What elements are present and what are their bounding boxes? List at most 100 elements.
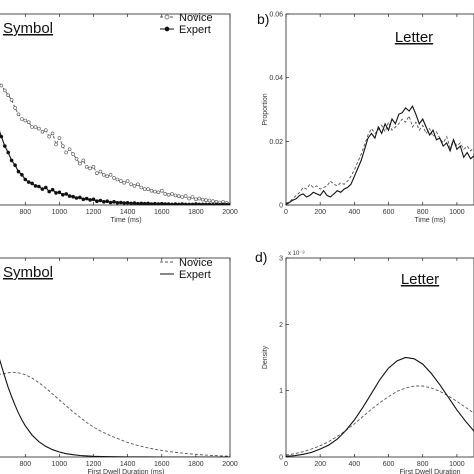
chart-a-point-novice (197, 196, 202, 201)
chart-a-point-novice (139, 185, 144, 190)
chart-b-xtick-label: 600 (383, 209, 395, 216)
chart-a-xtick-label: 800 (19, 209, 31, 216)
chart-b-title: Letter (395, 29, 433, 46)
chart-a-point-expert (125, 201, 130, 205)
chart-d-xtick-label: 800 (417, 461, 429, 468)
panel-b: 0 200 400 600 800 1000 0 0.02 0.04 0.06 Time (ms) P… (257, 11, 474, 224)
chart-a-point-novice (23, 118, 28, 123)
chart-b-xlabel: Time (ms) (414, 217, 445, 224)
chart-a-point-expert (74, 196, 79, 200)
chart-d-xtick-label: 1000 (449, 461, 465, 468)
chart-a-point-novice (160, 188, 164, 193)
chart-c-xtick-label: 800 (19, 461, 31, 468)
chart-a-point-novice (26, 120, 31, 124)
chart-a-point-expert (115, 201, 120, 205)
chart-b-ytick-label: 0.02 (269, 139, 283, 146)
chart-a-point-novice (183, 194, 188, 198)
chart-a-point-expert (187, 202, 191, 205)
chart-a-point-novice (43, 128, 48, 132)
chart-a-point-novice (60, 144, 65, 148)
chart-a-point-novice (115, 177, 120, 182)
chart-a-point-novice (125, 179, 130, 183)
chart-a-point-expert (47, 189, 52, 194)
chart-a-point-expert (139, 201, 144, 205)
chart-a-point-expert (95, 199, 99, 203)
chart-a-point-expert (112, 200, 116, 204)
chart-a-point-expert (180, 202, 184, 205)
chart-a-point-novice (190, 195, 195, 199)
chart-a-point-novice (67, 147, 72, 152)
chart-a-title: Symbol (3, 20, 53, 37)
chart-a-point-novice (98, 169, 103, 174)
chart-b-ylabel: Proportion (262, 93, 269, 125)
chart-c-xtick-label: 1000 (52, 461, 68, 468)
chart-d-frame (285, 257, 474, 458)
chart-a-point-expert (9, 158, 14, 163)
chart-d-series-expert-line (286, 356, 474, 457)
chart-a-point-expert (43, 185, 48, 190)
chart-d-ytick-label: 0 (279, 455, 283, 462)
chart-b-xtick-label: 200 (314, 209, 326, 216)
chart-a-frame (0, 13, 231, 206)
chart-a-point-expert (33, 184, 38, 188)
chart-a-point-expert (57, 190, 62, 195)
chart-a-point-expert (146, 201, 150, 205)
chart-a-point-expert (26, 180, 31, 184)
chart-a-point-expert (0, 134, 4, 139)
chart-a-point-novice (0, 83, 4, 88)
chart-a-legend-marker-novice (164, 14, 170, 20)
chart-a-point-novice (64, 150, 68, 155)
chart-a-point-expert (153, 201, 157, 205)
chart-a-xtick-label: 1200 (86, 209, 102, 216)
chart-a-point-novice (194, 197, 198, 202)
chart-c-xtick-label: 1400 (120, 461, 136, 468)
chart-a-point-novice (170, 192, 174, 196)
chart-a-point-expert (71, 194, 75, 199)
chart-c-legend-label-expert: Expert (179, 269, 211, 281)
chart-a-point-expert (67, 194, 72, 198)
chart-a-point-novice (119, 179, 123, 183)
chart-d-ytick-label: 1 (279, 388, 283, 395)
chart-a-point-novice (142, 187, 147, 191)
chart-a-point-expert (177, 202, 181, 205)
chart-a-point-expert (16, 169, 21, 174)
chart-a-point-novice (200, 197, 205, 202)
chart-a-point-novice (187, 196, 191, 201)
chart-b-frame (285, 13, 474, 206)
panel-c: 800 1000 1200 1400 1600 1800 2000 First Dwell D… (0, 257, 238, 474)
chart-a-legend-label-novice: Novice (179, 12, 213, 24)
chart-a-point-expert (37, 184, 41, 189)
chart-a-point-novice (71, 152, 75, 156)
chart-d-title: Letter (401, 271, 439, 288)
chart-a-point-expert (98, 198, 103, 203)
chart-d-exponent-label: x 10⁻³ (288, 251, 305, 257)
chart-a-point-expert (197, 202, 202, 205)
chart-c-legend-label-novice: Novice (179, 257, 213, 269)
chart-b-ytick-label: 0.06 (269, 12, 283, 19)
chart-a-legend-label-expert: Expert (179, 24, 211, 36)
chart-d-plot-area (286, 356, 474, 457)
chart-a-point-expert (108, 200, 113, 205)
chart-a-point-expert (156, 202, 161, 205)
chart-b-plot-area (286, 105, 474, 205)
chart-a-point-expert (218, 202, 222, 205)
chart-a-point-expert (50, 187, 55, 192)
chart-d-series-novice-line (286, 385, 474, 456)
chart-a-point-novice (153, 189, 157, 194)
chart-d-ylabel: Density (262, 345, 269, 369)
chart-a-point-novice (50, 131, 55, 136)
chart-d-xtick-label: 400 (349, 461, 361, 468)
chart-a-point-novice (84, 165, 89, 169)
chart-a-point-novice (129, 182, 133, 187)
chart-a-xlabel: Time (ms) (110, 217, 141, 224)
chart-a-point-novice (146, 187, 150, 191)
chart-a-point-novice (16, 112, 21, 117)
chart-a-point-expert (194, 202, 198, 205)
chart-a-point-expert (122, 201, 126, 205)
chart-c-frame (0, 257, 231, 458)
chart-a-plot-area (0, 82, 230, 205)
chart-a-point-novice (20, 117, 24, 121)
chart-a-point-expert (136, 201, 140, 205)
